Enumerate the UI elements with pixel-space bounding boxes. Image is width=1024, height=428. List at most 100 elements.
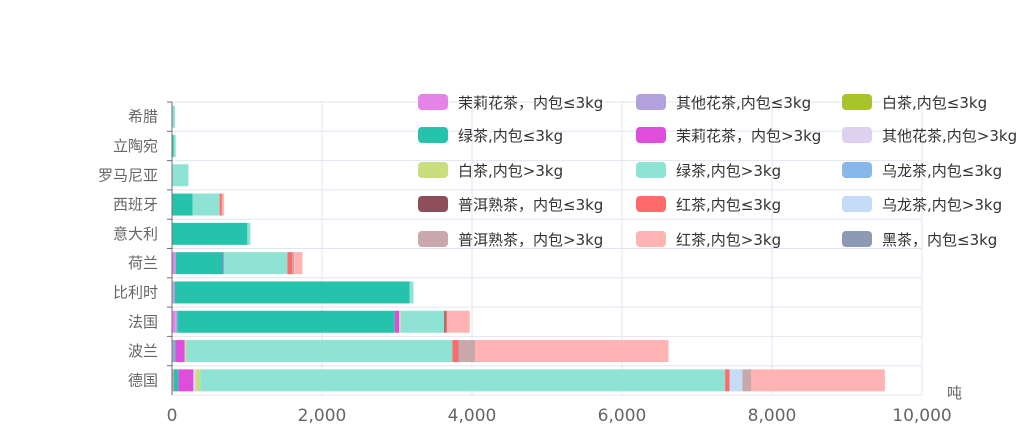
bar-segment [172, 222, 248, 245]
bar-segment [177, 310, 395, 333]
legend-label: 其他花茶,内包>3kg [882, 127, 1017, 145]
legend-item[interactable]: 绿茶,内包≤3kg [418, 127, 563, 145]
bar-segment [173, 369, 174, 392]
bar-segment [729, 369, 743, 392]
bar-segment [173, 369, 179, 392]
bar-segment [175, 281, 410, 304]
legend-label: 黑茶，内包≤3kg [882, 231, 997, 249]
bar-segment [223, 252, 224, 275]
legend-item[interactable]: 白茶,内包≤3kg [842, 94, 987, 112]
bar-segment [409, 281, 414, 304]
legend-item[interactable]: 黑茶，内包≤3kg [842, 231, 997, 249]
bar-segment [185, 340, 187, 363]
bar-segment [175, 252, 223, 275]
bar-segment [174, 340, 176, 363]
legend-item[interactable]: 乌龙茶,内包>3kg [842, 196, 1002, 214]
bar-segment [292, 252, 295, 275]
legend-item[interactable]: 茉莉花茶，内包>3kg [636, 127, 821, 145]
bar-segment [221, 193, 225, 216]
bar-segment [294, 252, 303, 275]
legend-swatch [842, 94, 872, 110]
bar-segment [172, 369, 174, 392]
legend-label: 红茶,内包≤3kg [676, 196, 781, 214]
bar-segment [400, 310, 401, 333]
bar-segment [192, 193, 220, 216]
bar-segment [742, 369, 752, 392]
bar-segment [458, 340, 475, 363]
legend-swatch [842, 162, 872, 178]
grid-lines [172, 101, 923, 396]
legend-item[interactable]: 茉莉花茶，内包≤3kg [418, 94, 603, 112]
legend-swatch [842, 196, 872, 212]
bars [172, 105, 885, 392]
bar-segment [200, 369, 726, 392]
legend-item[interactable]: 绿茶,内包>3kg [636, 162, 781, 180]
legend-label: 乌龙茶,内包>3kg [882, 196, 1002, 214]
x-tick-label: 4,000 [448, 406, 497, 426]
category-label: 德国 [128, 371, 158, 389]
bar-segment [173, 369, 174, 392]
x-tick-label: 0 [167, 406, 178, 426]
bar-segment [172, 310, 176, 333]
bar-segment [172, 164, 189, 187]
bar-segment [394, 310, 400, 333]
bar-segment [452, 340, 459, 363]
bar-segment [195, 369, 201, 392]
category-label: 荷兰 [128, 254, 158, 272]
bar-segment [399, 310, 400, 333]
bar-segment [187, 340, 453, 363]
category-label: 西班牙 [113, 196, 158, 214]
bar-segment [172, 340, 174, 363]
legend-swatch [842, 231, 872, 247]
bar-segment [445, 310, 448, 333]
legend-item[interactable]: 其他花茶,内包≤3kg [636, 94, 811, 112]
bar-segment [219, 193, 222, 216]
legend-label: 绿茶,内包≤3kg [458, 127, 563, 145]
legend-item[interactable]: 红茶,内包≤3kg [636, 196, 781, 214]
legend-swatch [418, 94, 448, 110]
legend-swatch [418, 127, 448, 143]
bar-segment [193, 369, 196, 392]
legend-label: 茉莉花茶，内包>3kg [676, 127, 821, 145]
legend-label: 普洱熟茶，内包>3kg [458, 231, 603, 249]
legend-item[interactable]: 红茶,内包>3kg [636, 231, 781, 249]
bar-segment [172, 252, 175, 275]
bar-segment [175, 252, 176, 275]
bar-segment [751, 369, 885, 392]
legend-label: 普洱熟茶，内包≤3kg [458, 196, 603, 214]
bar-segment [173, 134, 176, 157]
category-label: 希腊 [128, 108, 158, 126]
legend-swatch [636, 231, 666, 247]
legend-swatch [636, 196, 666, 212]
legend-label: 乌龙茶,内包≤3kg [882, 162, 1002, 180]
category-label: 比利时 [113, 283, 158, 301]
legend-swatch [842, 127, 872, 143]
legend-label: 其他花茶,内包≤3kg [676, 94, 811, 112]
legend-item[interactable]: 普洱熟茶，内包≤3kg [418, 196, 603, 214]
legend-label: 白茶,内包>3kg [458, 162, 563, 180]
legend-swatch [636, 162, 666, 178]
bar-segment [725, 369, 730, 392]
x-tick-label: 2,000 [298, 406, 347, 426]
legend-swatch [418, 162, 448, 178]
legend: 茉莉花茶，内包≤3kg 其他花茶,内包≤3kg 白茶,内包≤3kg 绿茶,内包≤3kg… [418, 94, 1017, 249]
bar-segment [287, 252, 292, 275]
bar-segment [173, 340, 175, 363]
legend-label: 绿茶,内包>3kg [676, 162, 781, 180]
legend-label: 红茶,内包>3kg [676, 231, 781, 249]
bar-segment [447, 310, 470, 333]
legend-item[interactable]: 白茶,内包>3kg [418, 162, 563, 180]
bar-segment [184, 340, 186, 363]
x-tick-label: 8,000 [748, 406, 797, 426]
legend-item[interactable]: 乌龙茶,内包≤3kg [842, 162, 1002, 180]
legend-item[interactable]: 其他花茶,内包>3kg [842, 127, 1017, 145]
legend-label: 茉莉花茶，内包≤3kg [458, 94, 603, 112]
axes: 0 2,000 4,000 6,000 8,000 10,000 德国 波兰 法国 比利时 荷兰 意大… [98, 101, 952, 426]
bar-segment [172, 193, 193, 216]
bar-segment [175, 340, 185, 363]
bar-segment [178, 369, 194, 392]
legend-item[interactable]: 普洱熟茶，内包>3kg [418, 231, 603, 249]
legend-swatch [418, 231, 448, 247]
category-label: 法国 [128, 313, 158, 331]
